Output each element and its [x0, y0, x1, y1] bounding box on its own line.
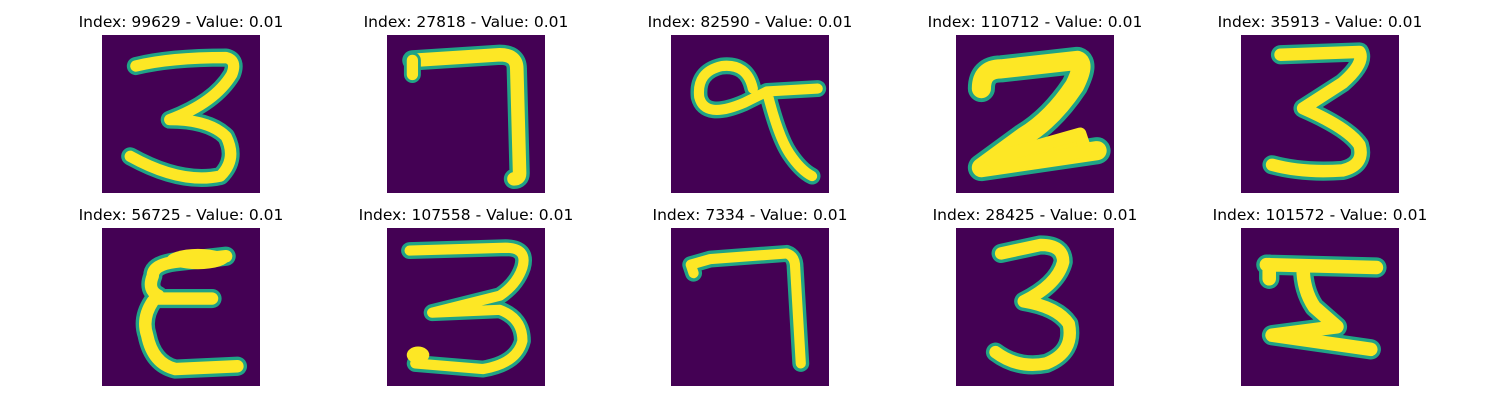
digit-image	[1241, 35, 1399, 193]
digit-stroke-core	[124, 51, 240, 184]
digit-stroke-core	[1265, 45, 1367, 178]
panel-title: Index: 110712 - Value: 0.01	[927, 13, 1143, 31]
digit-stroke-core	[405, 47, 527, 186]
panel-title: Index: 56725 - Value: 0.01	[78, 206, 284, 224]
digit-image	[102, 35, 260, 193]
panel-title: Index: 107558 - Value: 0.01	[358, 206, 574, 224]
digit-image	[102, 228, 260, 386]
digit-blob	[406, 346, 430, 364]
digit-image	[956, 228, 1114, 386]
digit-blob	[166, 248, 229, 270]
digit-stroke-core	[139, 250, 244, 376]
digit-stroke-core	[404, 242, 529, 375]
digit-stroke-core	[1259, 257, 1384, 357]
digit-stroke-core	[983, 127, 1092, 174]
panel-title: Index: 27818 - Value: 0.01	[363, 13, 569, 31]
digit-stroke-core	[685, 248, 806, 369]
panel-title: Index: 99629 - Value: 0.01	[78, 13, 284, 31]
panel-title: Index: 82590 - Value: 0.01	[647, 13, 853, 31]
panel-title: Index: 28425 - Value: 0.01	[932, 206, 1138, 224]
digit-image	[671, 228, 829, 386]
digit-image	[1241, 228, 1399, 386]
digit-stroke-core	[971, 50, 1107, 178]
panel-title: Index: 7334 - Value: 0.01	[652, 206, 848, 224]
digit-image	[387, 228, 545, 386]
panel-title: Index: 101572 - Value: 0.01	[1212, 206, 1428, 224]
digit-image	[671, 35, 829, 193]
digit-stroke-core	[693, 60, 823, 182]
digit-image	[956, 35, 1114, 193]
panel-title: Index: 35913 - Value: 0.01	[1217, 13, 1423, 31]
digit-image	[387, 35, 545, 193]
digit-stroke-core	[989, 238, 1076, 372]
